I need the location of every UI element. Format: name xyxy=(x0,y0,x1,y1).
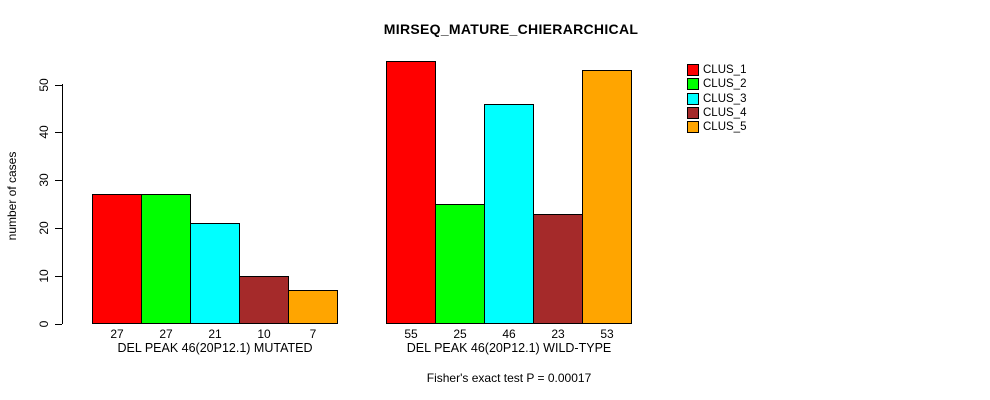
category-label: DEL PEAK 46(20P12.1) WILD-TYPE xyxy=(406,341,612,355)
legend-label: CLUS_4 xyxy=(703,106,747,119)
bar-clus_1-group2 xyxy=(386,60,436,324)
y-axis-tick-label: 40 xyxy=(37,125,51,139)
bar-value-label: 53 xyxy=(600,327,614,341)
y-axis-line xyxy=(62,84,63,324)
bar-value-label: 27 xyxy=(110,327,124,341)
bar-value-label: 25 xyxy=(453,327,467,341)
legend-label: CLUS_3 xyxy=(703,92,747,105)
y-axis-tick-label: 20 xyxy=(37,221,51,235)
annotation-text: Fisher's exact test P = 0.00017 xyxy=(426,371,592,385)
bar-clus_4-group1 xyxy=(239,275,289,324)
legend-label: CLUS_1 xyxy=(703,64,747,76)
legend-label: CLUS_5 xyxy=(703,121,747,134)
y-axis-tick xyxy=(55,84,62,86)
legend-swatch-clus_1 xyxy=(687,64,699,76)
legend-swatch-clus_2 xyxy=(687,78,699,91)
bar-value-label: 27 xyxy=(159,327,173,341)
bar-value-label: 46 xyxy=(502,327,516,341)
bar-clus_5-group2 xyxy=(582,70,632,324)
chart-title: MIRSEQ_MATURE_CHIERARCHICAL xyxy=(383,21,639,37)
category-label: DEL PEAK 46(20P12.1) MUTATED xyxy=(117,341,313,355)
y-axis-tick-label: 30 xyxy=(37,173,51,187)
y-axis-tick-label: 10 xyxy=(37,269,51,283)
bar-clus_3-group2 xyxy=(484,103,534,324)
y-axis-tick xyxy=(55,227,62,229)
y-axis-tick xyxy=(55,275,62,277)
y-axis-tick xyxy=(55,323,62,325)
legend-label: CLUS_2 xyxy=(703,78,747,91)
bar-value-label: 55 xyxy=(404,327,418,341)
legend-swatch-clus_4 xyxy=(687,106,699,119)
legend-swatch-clus_5 xyxy=(687,121,699,134)
bar-clus_4-group2 xyxy=(533,213,583,324)
bar-value-label: 23 xyxy=(551,327,565,341)
y-axis-tick-label: 50 xyxy=(37,77,51,92)
legend-swatch-clus_3 xyxy=(687,92,699,105)
bar-clus_2-group2 xyxy=(435,204,485,324)
bar-value-label: 7 xyxy=(309,327,317,341)
bar-clus_3-group1 xyxy=(190,223,240,324)
y-axis-tick xyxy=(55,180,62,182)
bar-value-label: 21 xyxy=(208,327,222,341)
bar-value-label: 10 xyxy=(257,327,271,341)
y-axis-tick-label: 0 xyxy=(37,320,51,327)
y-axis-tick xyxy=(55,132,62,134)
bar-clus_2-group1 xyxy=(141,194,191,324)
bar-clus_1-group1 xyxy=(92,194,142,324)
bar-clus_5-group1 xyxy=(288,290,338,324)
y-axis-label: number of cases xyxy=(5,151,19,241)
